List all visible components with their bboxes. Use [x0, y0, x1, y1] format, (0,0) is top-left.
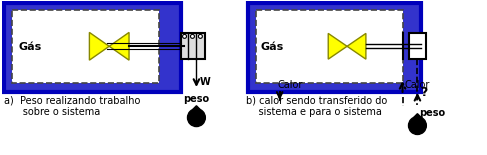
Text: Gás: Gás [18, 42, 41, 52]
Polygon shape [413, 114, 421, 118]
Circle shape [409, 117, 426, 135]
Circle shape [198, 34, 203, 38]
Polygon shape [328, 33, 347, 59]
Text: W: W [199, 77, 210, 87]
Text: b) calor sendo transferido do
    sistema e para o sistema: b) calor sendo transferido do sistema e … [246, 96, 387, 117]
Bar [256, 10, 403, 83]
Bar [248, 3, 421, 92]
Circle shape [183, 34, 187, 38]
Text: ?: ? [420, 86, 428, 99]
Text: Calor: Calor [278, 80, 303, 90]
Circle shape [187, 109, 206, 126]
Bar [181, 33, 206, 59]
Polygon shape [109, 32, 129, 60]
Text: peso: peso [419, 108, 446, 118]
Bar [409, 33, 426, 59]
Text: peso: peso [184, 94, 209, 104]
Polygon shape [90, 32, 109, 60]
Text: a)  Peso realizando trabalho
      sobre o sistema: a) Peso realizando trabalho sobre o sist… [4, 96, 141, 117]
Bar [12, 10, 159, 83]
Text: Gás: Gás [261, 42, 284, 52]
Polygon shape [192, 106, 200, 110]
Polygon shape [347, 33, 366, 59]
Circle shape [190, 34, 194, 38]
Text: Calor: Calor [405, 80, 430, 90]
Bar [4, 3, 181, 92]
